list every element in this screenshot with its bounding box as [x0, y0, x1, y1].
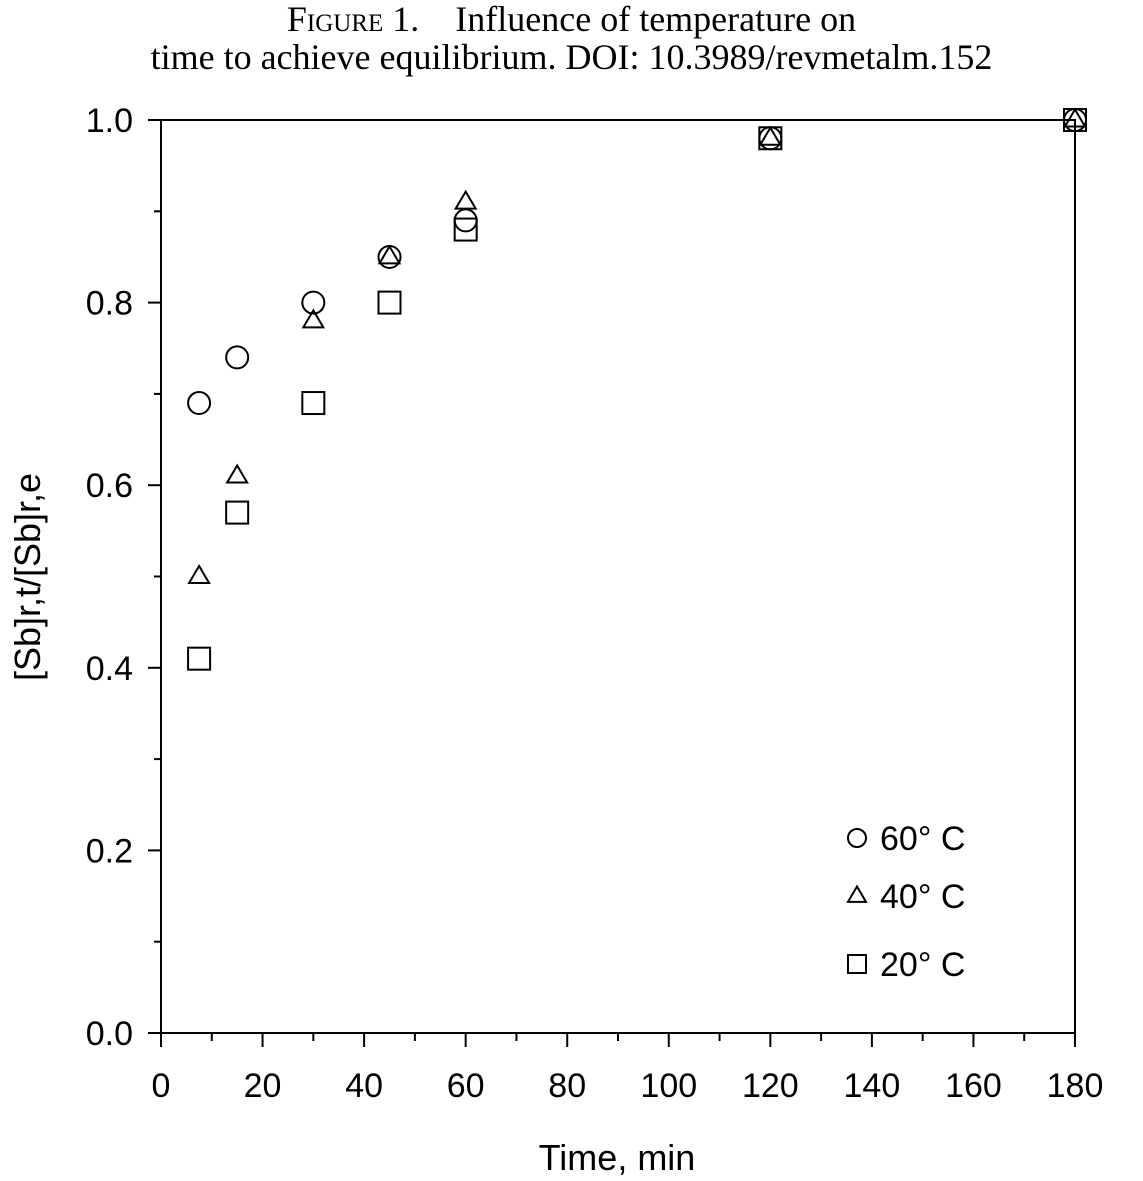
legend-square-marker — [847, 954, 867, 974]
circle-point — [301, 290, 326, 315]
triangle-point — [1063, 107, 1087, 128]
y-tick-label: 0.2 — [86, 832, 133, 870]
x-tick-label: 180 — [1047, 1067, 1104, 1105]
y-tick-label: 0.4 — [86, 650, 133, 688]
y-tick-label: 0.6 — [86, 467, 133, 505]
triangle-point — [758, 125, 783, 146]
legend-circle-marker — [847, 828, 867, 848]
y-tick-label: 0.8 — [86, 285, 133, 323]
caption-line-2: time to achieve equilibrium. DOI: 10.398… — [150, 37, 993, 77]
x-tick-label: 0 — [152, 1067, 171, 1105]
caption-title-line-1: Influence of temperature on — [455, 0, 857, 39]
y-tick-label: 1.0 — [86, 102, 133, 140]
circle-point — [758, 126, 783, 151]
square-point — [377, 290, 402, 315]
x-tick-label: 140 — [844, 1067, 901, 1105]
x-tick-label: 80 — [548, 1067, 586, 1105]
y-tick-label: 0.0 — [86, 1015, 133, 1053]
legend-label: 20° C — [880, 946, 965, 984]
square-point — [187, 646, 212, 671]
x-tick-label: 60 — [447, 1067, 485, 1105]
x-axis: 0 20 40 60 80 100 120 140 160 180 — [152, 1033, 1104, 1105]
y-axis-label: [Sb]r,t/[Sb]r,e — [7, 473, 48, 681]
x-tick-label: 120 — [742, 1067, 799, 1105]
triangle-point — [377, 244, 402, 265]
figure-label: Figure 1. — [286, 0, 420, 39]
circle-point — [225, 345, 250, 370]
circle-point — [377, 244, 402, 269]
x-tick-label: 20 — [244, 1067, 282, 1105]
triangle-point — [453, 189, 478, 210]
legend-label: 60° C — [880, 820, 965, 858]
legend: 60° C 40° C 20° C — [846, 820, 965, 984]
square-point — [758, 126, 783, 151]
triangle-point — [301, 308, 326, 329]
square-point — [301, 391, 326, 416]
x-axis-label: Time, min — [539, 1137, 696, 1178]
legend-label: 40° C — [880, 878, 965, 916]
data-points — [187, 107, 1087, 671]
x-tick-label: 160 — [945, 1067, 1002, 1105]
y-axis: 0.0 0.2 0.4 0.6 0.8 1.0 — [86, 102, 161, 1053]
square-point — [453, 217, 478, 242]
circle-point — [187, 391, 212, 416]
square-point — [225, 500, 250, 525]
caption-line-1: Figure 1. Influence of temperature on — [0, 0, 1143, 38]
triangle-point — [187, 563, 211, 584]
legend-triangle-marker — [846, 884, 868, 903]
triangle-point — [225, 463, 249, 484]
figure-caption: Figure 1. Influence of temperature on ti… — [0, 0, 1143, 76]
circle-point — [453, 208, 478, 233]
x-tick-label: 100 — [640, 1067, 697, 1105]
square-point — [1063, 108, 1087, 132]
x-tick-label: 40 — [345, 1067, 383, 1105]
